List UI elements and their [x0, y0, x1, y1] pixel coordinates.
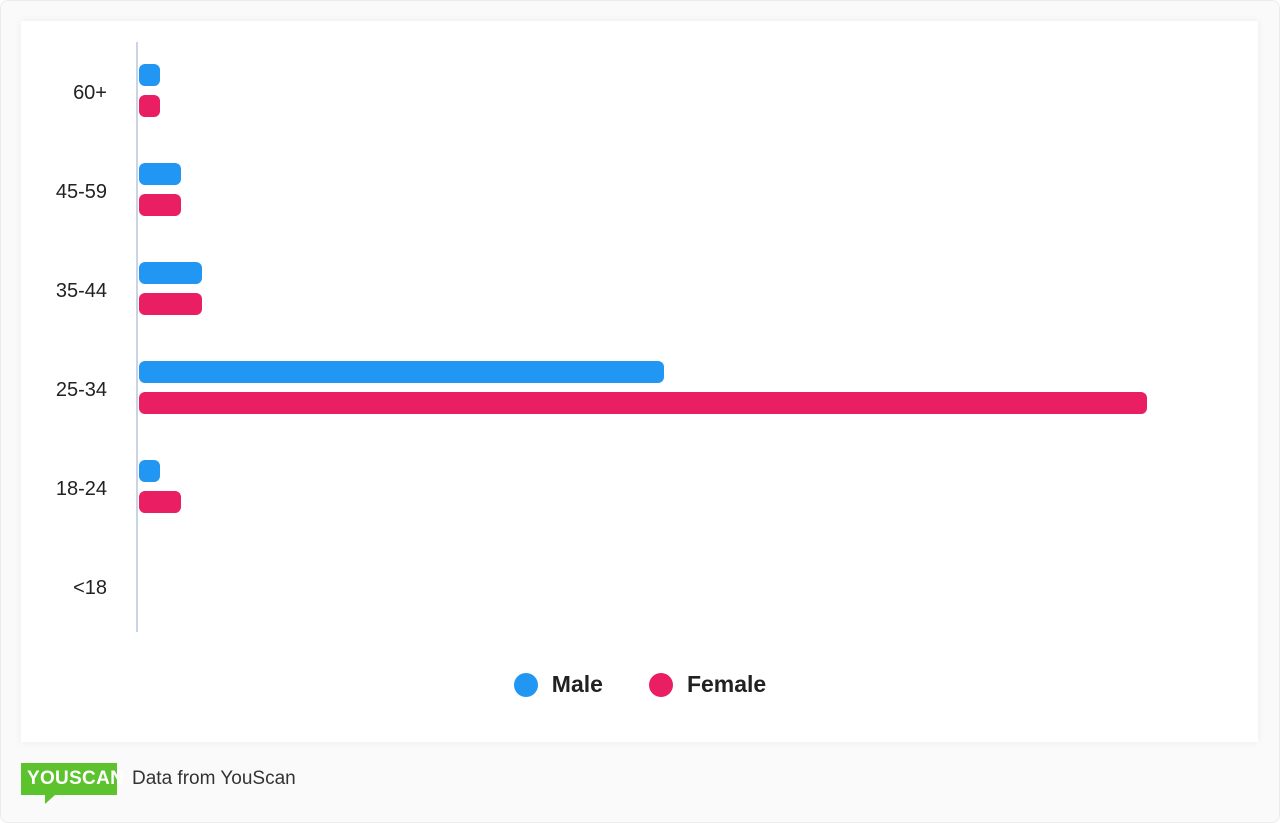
category-label: <18: [73, 577, 107, 599]
bar-female[interactable]: [139, 491, 181, 513]
legend-item-male[interactable]: Male: [513, 671, 603, 698]
category-label: 45-59: [56, 181, 107, 203]
bar-male[interactable]: [139, 64, 160, 86]
legend-marker-male: [513, 672, 538, 697]
source-text: Data from YouScan: [132, 768, 296, 789]
category-label: 25-34: [56, 379, 107, 401]
bar-female[interactable]: [139, 392, 1147, 414]
legend-item-female[interactable]: Female: [648, 671, 767, 698]
legend-label-male: Male: [551, 671, 603, 697]
bar-male[interactable]: [139, 460, 160, 482]
legend: Male Female: [0, 671, 1280, 698]
youscan-logo[interactable]: YOUSCAN: [21, 763, 124, 804]
legend-label-female: Female: [686, 671, 767, 697]
bar-female[interactable]: [139, 95, 160, 117]
category-label: 18-24: [56, 478, 107, 500]
bar-chart: 60+ 45-59 35-44 25-34 18-24 <18: [56, 42, 1147, 632]
bar-male[interactable]: [139, 361, 664, 383]
bar-male[interactable]: [139, 262, 202, 284]
bar-male[interactable]: [139, 163, 181, 185]
legend-marker-female: [648, 672, 673, 697]
footer: YOUSCAN Data from YouScan: [21, 763, 296, 804]
bar-female[interactable]: [139, 293, 202, 315]
category-label: 35-44: [56, 280, 107, 302]
bar-female[interactable]: [139, 194, 181, 216]
category-label: 60+: [73, 82, 107, 104]
